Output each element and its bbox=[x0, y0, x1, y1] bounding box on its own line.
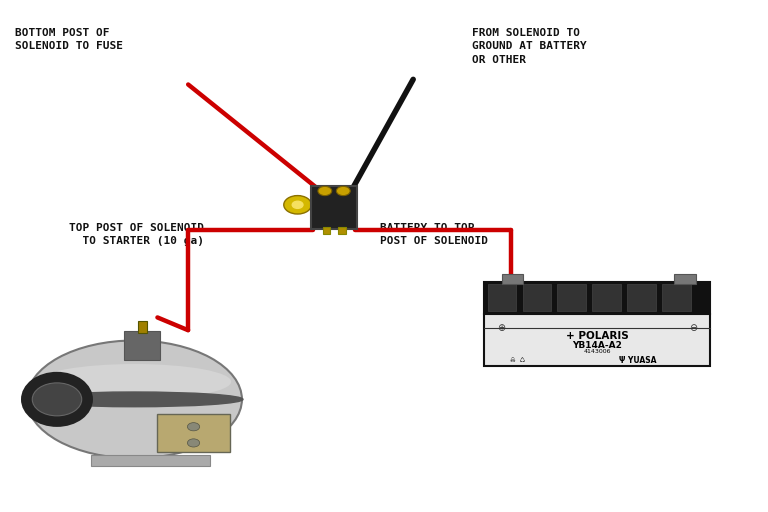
Text: ⊖: ⊖ bbox=[690, 324, 697, 333]
Text: Ψ YUASA: Ψ YUASA bbox=[619, 356, 657, 366]
Ellipse shape bbox=[22, 373, 92, 426]
Bar bbox=[502, 274, 524, 284]
Circle shape bbox=[336, 186, 350, 196]
Text: ⊕: ⊕ bbox=[497, 324, 505, 333]
Text: YB14A-A2: YB14A-A2 bbox=[572, 340, 622, 350]
Text: FROM SOLENOID TO
GROUND AT BATTERY
OR OTHER: FROM SOLENOID TO GROUND AT BATTERY OR OT… bbox=[472, 28, 587, 65]
Bar bbox=[488, 284, 516, 311]
Text: 4143006: 4143006 bbox=[584, 349, 611, 354]
Bar bbox=[484, 314, 710, 366]
Bar bbox=[323, 227, 330, 234]
FancyBboxPatch shape bbox=[312, 186, 356, 229]
Bar bbox=[484, 282, 710, 314]
Circle shape bbox=[283, 196, 312, 214]
Bar bbox=[662, 284, 690, 311]
Text: TOP POST OF SOLENOID
  TO STARTER (10 ga): TOP POST OF SOLENOID TO STARTER (10 ga) bbox=[69, 223, 204, 246]
Ellipse shape bbox=[27, 340, 242, 458]
Bar bbox=[592, 284, 621, 311]
Circle shape bbox=[187, 439, 200, 447]
Bar bbox=[91, 455, 210, 466]
Circle shape bbox=[292, 201, 303, 208]
Bar bbox=[558, 284, 586, 311]
Bar bbox=[522, 284, 551, 311]
Text: BOTTOM POST OF
SOLENOID TO FUSE: BOTTOM POST OF SOLENOID TO FUSE bbox=[15, 28, 124, 51]
Circle shape bbox=[32, 383, 81, 416]
FancyBboxPatch shape bbox=[124, 331, 160, 359]
Text: ☠  ♺: ☠ ♺ bbox=[510, 358, 525, 364]
Ellipse shape bbox=[26, 392, 243, 407]
Circle shape bbox=[187, 422, 200, 431]
Bar bbox=[338, 227, 346, 234]
FancyBboxPatch shape bbox=[157, 415, 230, 452]
Bar bbox=[674, 274, 696, 284]
Circle shape bbox=[318, 186, 332, 196]
Text: BATTERY TO TOP
POST OF SOLENOID: BATTERY TO TOP POST OF SOLENOID bbox=[380, 223, 488, 246]
Text: + POLARIS: + POLARIS bbox=[566, 331, 628, 340]
Ellipse shape bbox=[38, 364, 231, 399]
Bar bbox=[138, 322, 147, 333]
Bar bbox=[627, 284, 656, 311]
